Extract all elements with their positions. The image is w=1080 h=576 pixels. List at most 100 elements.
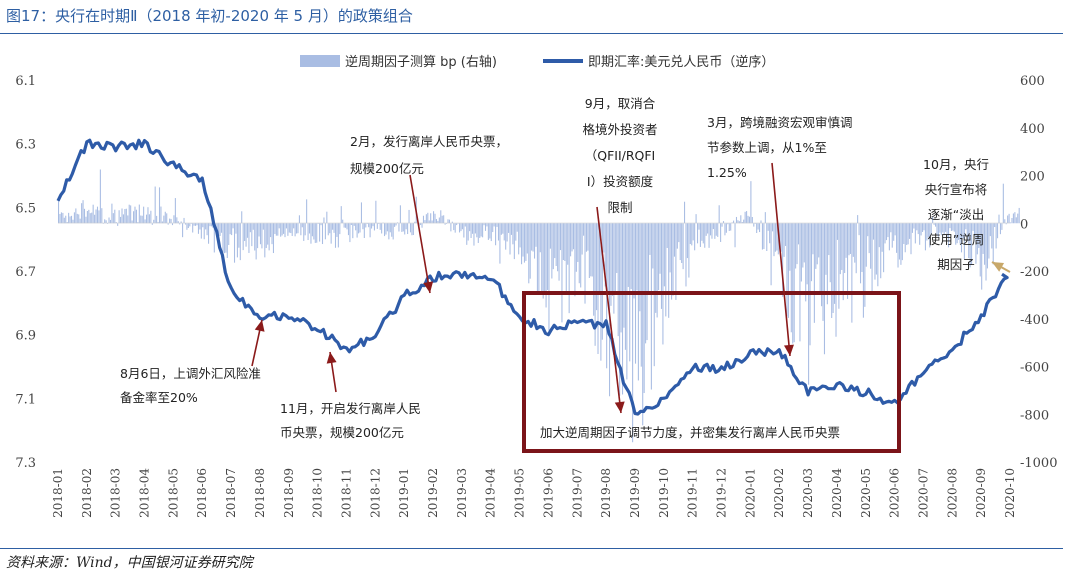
annotation-text: 期因子 xyxy=(937,257,975,272)
annotation-text: 10月，央行 xyxy=(923,157,989,172)
ccf-bar xyxy=(699,223,701,247)
ccf-bar xyxy=(724,223,726,236)
ccf-bar xyxy=(307,223,309,241)
ccf-bar xyxy=(806,223,808,285)
ccf-bar xyxy=(454,223,456,233)
ccf-bar xyxy=(145,214,148,224)
ccf-bar xyxy=(117,223,119,226)
ccf-bar xyxy=(750,181,752,224)
ccf-bar xyxy=(976,223,978,255)
ccf-bar xyxy=(525,223,527,261)
ccf-bar xyxy=(686,223,688,259)
ccf-bar xyxy=(741,222,743,224)
ccf-bar xyxy=(645,223,647,344)
ccf-bar xyxy=(85,216,87,224)
ccf-bar xyxy=(679,223,681,261)
ccf-bar xyxy=(265,223,267,249)
x-axis-tick: 2018-11 xyxy=(339,468,353,518)
ccf-bar xyxy=(601,223,603,340)
ccf-bar xyxy=(662,223,664,345)
ccf-bar xyxy=(480,223,482,237)
ccf-bar xyxy=(614,223,616,292)
ccf-bar xyxy=(219,223,221,236)
ccf-bar xyxy=(747,215,749,224)
ccf-bar xyxy=(438,217,440,224)
ccf-bar xyxy=(435,219,437,224)
ccf-bar xyxy=(950,223,952,232)
ccf-bar xyxy=(379,223,381,230)
annotation-arrow xyxy=(771,162,791,357)
ccf-bar xyxy=(891,223,893,248)
x-axis-tick: 2019-02 xyxy=(426,468,440,518)
ccf-bar xyxy=(738,221,740,224)
ccf-bar xyxy=(836,223,838,240)
ccf-bar xyxy=(274,223,276,234)
ccf-bar xyxy=(257,223,259,249)
ccf-bar xyxy=(326,211,328,224)
ccf-bar xyxy=(272,223,274,254)
ccf-bar xyxy=(163,215,165,224)
ccf-bar xyxy=(952,223,954,231)
ccf-bar xyxy=(598,223,600,292)
ccf-bar xyxy=(555,223,557,266)
ccf-bar xyxy=(451,221,453,224)
ccf-bar xyxy=(275,223,277,236)
ccf-bar xyxy=(737,220,739,224)
ccf-bar xyxy=(96,206,99,224)
ccf-bar xyxy=(443,215,445,224)
ccf-bar xyxy=(199,223,201,230)
ccf-bar xyxy=(505,223,507,250)
ccf-bar xyxy=(696,223,699,244)
ccf-bar xyxy=(293,223,295,229)
ccf-bar xyxy=(58,198,60,224)
ccf-bar xyxy=(368,223,370,228)
ccf-bar xyxy=(821,223,823,307)
ccf-bar xyxy=(704,223,706,248)
ccf-bar xyxy=(506,223,508,242)
ccf-bar xyxy=(362,223,364,230)
ccf-bar xyxy=(330,223,332,244)
ccf-bar xyxy=(1010,222,1012,224)
ccf-bar xyxy=(911,223,913,233)
ccf-bar xyxy=(571,223,573,252)
x-axis-tick: 2019-08 xyxy=(599,468,613,518)
ccf-bar xyxy=(564,223,566,261)
ccf-bar xyxy=(242,223,244,251)
ccf-bar xyxy=(772,223,774,232)
ccf-bar xyxy=(463,223,465,238)
ccf-bar xyxy=(300,223,302,236)
ccf-bar xyxy=(337,223,339,248)
ccf-bar xyxy=(431,220,433,224)
ccf-bar xyxy=(98,210,100,224)
ccf-bar xyxy=(643,223,645,394)
ccf-bar xyxy=(942,223,944,233)
ccf-bar xyxy=(701,223,703,241)
ccf-bar xyxy=(803,223,805,263)
ccf-bar xyxy=(158,187,161,224)
ccf-bar xyxy=(220,223,223,233)
ccf-bar xyxy=(929,223,931,248)
ccf-bar xyxy=(888,223,890,251)
ccf-bar xyxy=(526,223,528,254)
ccf-bar xyxy=(529,223,531,279)
x-axis-tick: 2020-09 xyxy=(974,468,988,518)
ccf-bar xyxy=(210,223,212,227)
left-axis-tick: 6.1 xyxy=(15,74,36,89)
ccf-bar xyxy=(424,220,426,224)
ccf-bar xyxy=(900,223,902,265)
ccf-bar xyxy=(743,219,745,224)
ccf-bar xyxy=(585,223,588,252)
ccf-bar xyxy=(447,219,449,224)
ccf-bar xyxy=(965,223,967,230)
ccf-bar xyxy=(620,223,622,333)
ccf-bar xyxy=(60,212,62,224)
ccf-bar xyxy=(639,223,641,312)
ccf-bar xyxy=(482,223,484,238)
ccf-bar xyxy=(399,205,401,224)
ccf-bar xyxy=(812,223,814,255)
ccf-bar xyxy=(759,223,761,233)
ccf-bar xyxy=(753,223,755,227)
ccf-bar xyxy=(764,212,766,224)
ccf-bar xyxy=(659,223,661,274)
ccf-bar xyxy=(864,223,866,307)
